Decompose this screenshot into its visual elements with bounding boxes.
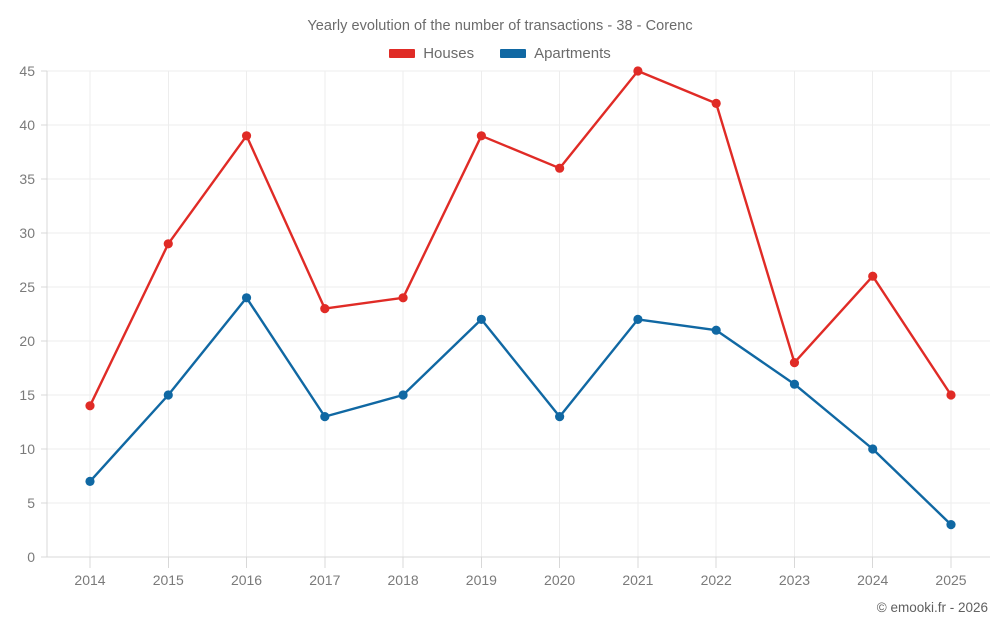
x-axis-tick-label: 2019 bbox=[466, 572, 497, 588]
data-point-marker[interactable] bbox=[241, 293, 252, 303]
series-line-apartments bbox=[88, 296, 953, 526]
data-point-marker[interactable] bbox=[946, 390, 956, 400]
data-point-marker[interactable] bbox=[320, 304, 330, 314]
chart-legend: Houses Apartments bbox=[0, 45, 1000, 62]
data-point-marker[interactable] bbox=[555, 412, 565, 422]
data-point-marker[interactable] bbox=[633, 66, 643, 76]
data-point-marker[interactable] bbox=[946, 520, 956, 530]
legend-swatch-apartments bbox=[500, 49, 527, 58]
data-point-marker[interactable] bbox=[163, 239, 173, 249]
legend-swatch-houses bbox=[389, 49, 416, 58]
data-point-marker[interactable] bbox=[711, 98, 721, 108]
y-axis-tick-label: 20 bbox=[19, 333, 35, 349]
y-axis-tick-label: 0 bbox=[27, 549, 35, 565]
data-point-marker[interactable] bbox=[85, 401, 95, 411]
legend-label-apartments: Apartments bbox=[534, 45, 611, 62]
y-axis-tick-label: 15 bbox=[19, 387, 35, 403]
y-axis-tick-label: 25 bbox=[19, 279, 35, 295]
x-axis-tick-label: 2015 bbox=[153, 572, 184, 588]
legend-item-houses[interactable]: Houses bbox=[389, 45, 474, 62]
x-axis-tick-label: 2020 bbox=[544, 572, 575, 588]
data-point-marker[interactable] bbox=[163, 390, 173, 400]
y-axis-tick-label: 5 bbox=[27, 495, 35, 511]
x-axis-tick-label: 2022 bbox=[701, 572, 732, 588]
data-point-marker[interactable] bbox=[555, 163, 565, 173]
y-axis-tick-label: 40 bbox=[19, 117, 35, 133]
data-point-marker[interactable] bbox=[868, 444, 878, 454]
data-point-marker[interactable] bbox=[85, 476, 95, 486]
data-point-marker[interactable] bbox=[241, 131, 252, 141]
y-axis-tick-label: 45 bbox=[19, 63, 35, 79]
data-point-marker[interactable] bbox=[320, 412, 330, 422]
x-axis-tick-label: 2016 bbox=[231, 572, 262, 588]
legend-item-apartments[interactable]: Apartments bbox=[500, 45, 611, 62]
x-axis-tick-label: 2017 bbox=[309, 572, 340, 588]
legend-label-houses: Houses bbox=[423, 45, 475, 62]
data-point-marker[interactable] bbox=[789, 358, 800, 368]
data-point-marker[interactable] bbox=[868, 271, 878, 281]
x-axis-tick-label: 2025 bbox=[935, 572, 966, 588]
y-axis-tick-label: 35 bbox=[19, 171, 35, 187]
data-point-marker[interactable] bbox=[476, 131, 486, 141]
y-axis-tick-label: 30 bbox=[19, 225, 35, 241]
x-axis-tick-label: 2018 bbox=[388, 572, 419, 588]
chart-title: Yearly evolution of the number of transa… bbox=[307, 18, 693, 34]
data-point-marker[interactable] bbox=[398, 390, 408, 400]
data-point-marker[interactable] bbox=[398, 293, 408, 303]
copyright-footer: © emooki.fr - 2026 bbox=[876, 600, 988, 615]
x-axis-tick-label: 2021 bbox=[622, 572, 653, 588]
data-point-marker[interactable] bbox=[476, 314, 486, 324]
data-point-marker[interactable] bbox=[789, 379, 800, 389]
x-axis-tick-label: 2024 bbox=[857, 572, 888, 588]
data-point-marker[interactable] bbox=[711, 325, 721, 335]
data-point-marker[interactable] bbox=[633, 314, 643, 324]
x-axis-tick-label: 2023 bbox=[779, 572, 810, 588]
series-line-houses bbox=[88, 69, 953, 407]
y-axis-tick-label: 10 bbox=[19, 441, 35, 457]
x-axis-tick-label: 2014 bbox=[74, 572, 105, 588]
